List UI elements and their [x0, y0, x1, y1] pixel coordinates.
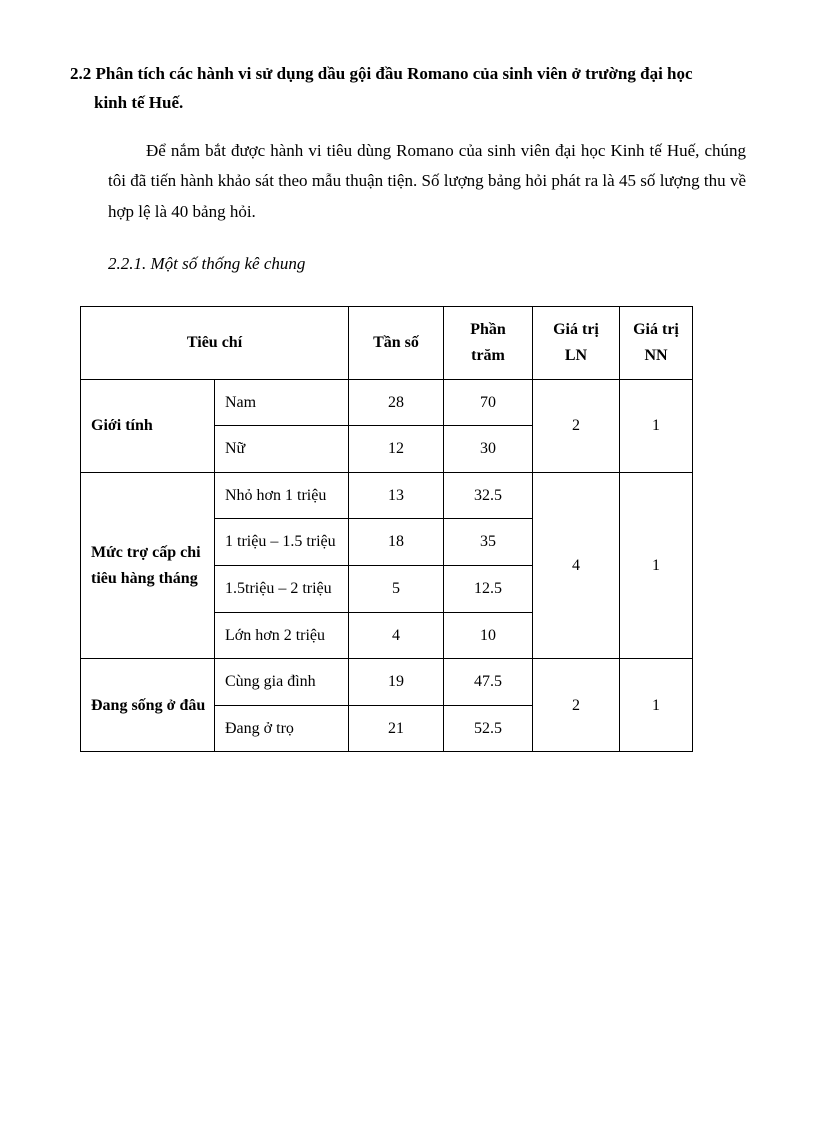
sub-label: Nhỏ hơn 1 triệu	[215, 472, 349, 519]
cell-freq: 12	[349, 426, 444, 473]
header-frequency: Tần số	[349, 307, 444, 379]
cell-min: 1	[620, 659, 693, 752]
table-header-row: Tiêu chí Tần số Phần trăm Giá trị LN Giá…	[81, 307, 693, 379]
sub-label: Nam	[215, 379, 349, 426]
sub-label: Lớn hơn 2 triệu	[215, 612, 349, 659]
cell-pct: 10	[444, 612, 533, 659]
cell-freq: 13	[349, 472, 444, 519]
cell-min: 1	[620, 472, 693, 658]
cell-freq: 4	[349, 612, 444, 659]
cell-max: 4	[533, 472, 620, 658]
cell-pct: 12.5	[444, 566, 533, 613]
header-max: Giá trị LN	[533, 307, 620, 379]
statistics-table: Tiêu chí Tần số Phần trăm Giá trị LN Giá…	[80, 306, 693, 752]
section-heading: 2.2 Phân tích các hành vi sử dụng dầu gộ…	[70, 60, 746, 118]
cell-pct: 32.5	[444, 472, 533, 519]
cell-freq: 21	[349, 705, 444, 752]
cell-freq: 18	[349, 519, 444, 566]
table-row: Đang sống ở đâu Cùng gia đình 19 47.5 2 …	[81, 659, 693, 706]
cell-pct: 70	[444, 379, 533, 426]
sub-label: Đang ở trọ	[215, 705, 349, 752]
sub-label: Cùng gia đình	[215, 659, 349, 706]
header-criteria: Tiêu chí	[81, 307, 349, 379]
heading-number: 2.2	[70, 64, 91, 83]
cell-freq: 5	[349, 566, 444, 613]
table-row: Mức trợ cấp chi tiêu hàng tháng Nhỏ hơn …	[81, 472, 693, 519]
cell-max: 2	[533, 379, 620, 472]
cell-pct: 47.5	[444, 659, 533, 706]
heading-text-line1: Phân tích các hành vi sử dụng dầu gội đầ…	[96, 64, 693, 83]
cell-pct: 30	[444, 426, 533, 473]
group-label: Giới tính	[81, 379, 215, 472]
sub-label: Nữ	[215, 426, 349, 473]
cell-freq: 28	[349, 379, 444, 426]
document-page: 2.2 Phân tích các hành vi sử dụng dầu gộ…	[0, 0, 816, 812]
heading-text-line2: kinh tế Huế.	[70, 93, 183, 112]
sub-label: 1.5triệu – 2 triệu	[215, 566, 349, 613]
header-percent: Phần trăm	[444, 307, 533, 379]
cell-pct: 35	[444, 519, 533, 566]
cell-freq: 19	[349, 659, 444, 706]
group-label: Mức trợ cấp chi tiêu hàng tháng	[81, 472, 215, 658]
subsection-heading: 2.2.1. Một số thống kê chung	[108, 250, 746, 279]
cell-max: 2	[533, 659, 620, 752]
table-row: Giới tính Nam 28 70 2 1	[81, 379, 693, 426]
sub-label: 1 triệu – 1.5 triệu	[215, 519, 349, 566]
cell-pct: 52.5	[444, 705, 533, 752]
group-label: Đang sống ở đâu	[81, 659, 215, 752]
cell-min: 1	[620, 379, 693, 472]
header-min: Giá trị NN	[620, 307, 693, 379]
intro-paragraph: Để nắm bắt được hành vi tiêu dùng Romano…	[108, 136, 746, 228]
